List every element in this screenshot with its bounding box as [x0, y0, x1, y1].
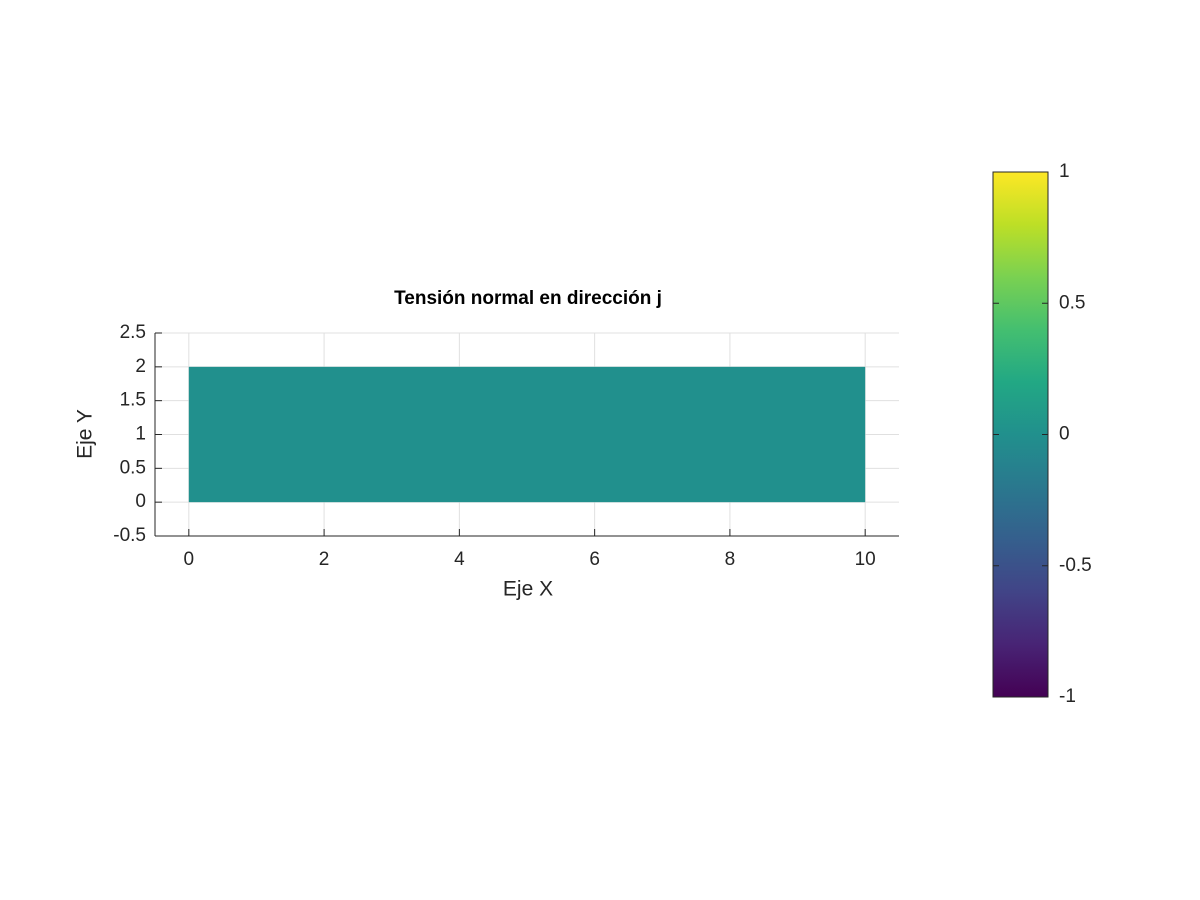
colorbar: [992, 171, 1049, 698]
y-tick-label: 1.5: [120, 390, 146, 411]
y-tick-label: 2.5: [120, 322, 146, 343]
y-axis-label: Eje Y: [74, 409, 97, 459]
y-tick-label: 0.5: [120, 457, 146, 478]
colorbar-tick-label: -0.5: [1059, 555, 1092, 576]
y-tick-label: -0.5: [113, 525, 146, 546]
colorbar-tick-label: -1: [1059, 686, 1076, 707]
x-axis-label: Eje X: [503, 578, 553, 601]
y-tick-label: 2: [135, 356, 146, 377]
x-tick-label: 10: [855, 549, 876, 570]
patch: [188, 366, 866, 503]
y-tick-label: 0: [135, 491, 146, 512]
colorbar-tick-label: 1: [1059, 161, 1070, 182]
colorbar-tick-label: 0: [1059, 424, 1070, 445]
chart-title: Tensión normal en dirección j: [394, 288, 662, 309]
x-tick-label: 4: [454, 549, 465, 570]
x-tick-label: 2: [319, 549, 330, 570]
y-tick-label: 1: [135, 424, 146, 445]
x-tick-label: 0: [184, 549, 195, 570]
x-tick-label: 8: [725, 549, 736, 570]
colorbar-tick-label: 0.5: [1059, 292, 1085, 313]
x-tick-label: 6: [589, 549, 600, 570]
